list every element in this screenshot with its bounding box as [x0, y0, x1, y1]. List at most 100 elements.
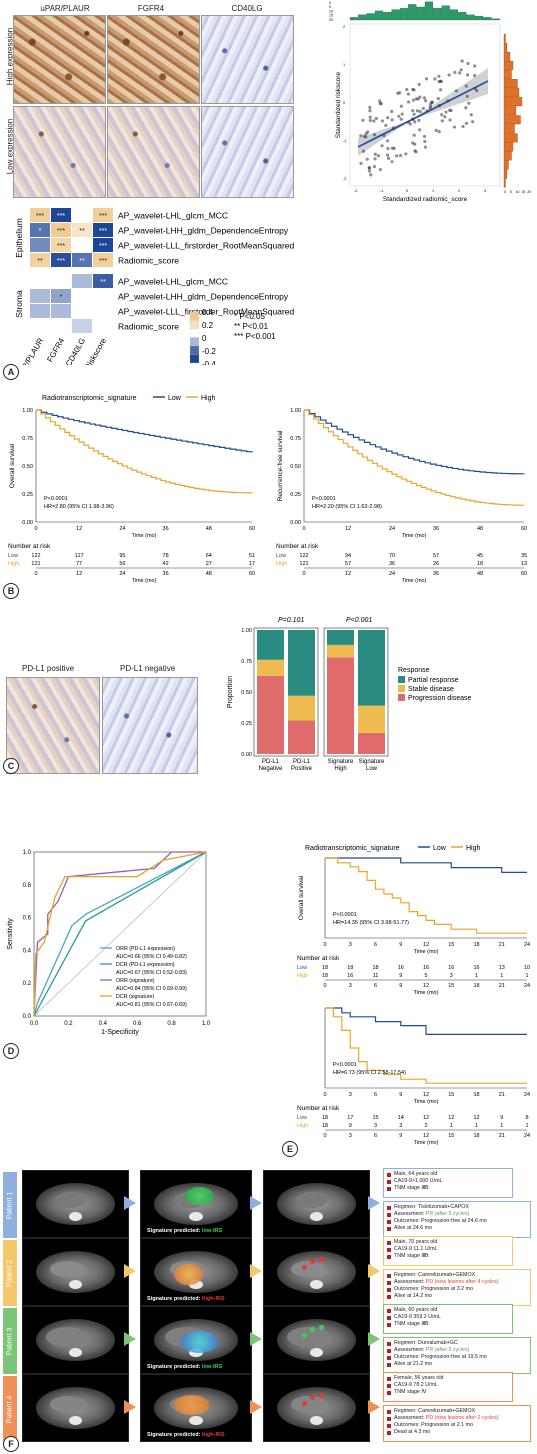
scatter-point: [368, 115, 372, 119]
risk-low-value: 57: [433, 553, 439, 559]
x-tick: 24: [119, 526, 125, 532]
patient-tab: Patient 3: [3, 1308, 17, 1374]
y-tick: 1.00: [22, 408, 33, 414]
risk-low-value: 18: [372, 965, 378, 971]
risk-x-tick: 3: [349, 1133, 352, 1139]
patient-tab: Patient 2: [3, 1240, 17, 1306]
x-tick: 24: [524, 942, 530, 948]
x-tick: 12: [423, 1092, 429, 1098]
bar-progression: [288, 720, 315, 754]
risk-high-value: 3: [450, 973, 453, 979]
bullet-icon: [387, 1205, 391, 1210]
signature-prediction: Signature predicted: low-IRS: [147, 1228, 223, 1234]
scatter-point: [386, 116, 390, 120]
right-hist-bar: [503, 70, 512, 79]
heatmap-col-label: Riskscore: [83, 336, 109, 365]
risk-title: Number at risk: [297, 955, 340, 962]
top-hist-bar: [466, 14, 475, 21]
right-hist-bar: [503, 160, 509, 170]
x-tick: 9: [399, 942, 402, 948]
y-tick: 0.00: [241, 752, 252, 758]
heatmap-sig: ***: [99, 228, 107, 235]
scatter-point: [437, 130, 441, 134]
risk-low-value: 12: [473, 1115, 479, 1121]
scatter-point: [413, 120, 417, 124]
heatmap-cell: [72, 304, 92, 318]
bullet-icon: [387, 1179, 391, 1184]
risk-x-tick: 12: [76, 571, 82, 577]
bullet-icon: [387, 1430, 391, 1435]
x-tick: 0.2: [64, 1021, 73, 1027]
heatmap-group-label: Stroma: [14, 290, 24, 318]
treatment-info-line: Regimen: Camrelizumab+GEMOX: [394, 1408, 476, 1414]
scatter-point: [412, 133, 416, 137]
x-axis-label: Time (mo): [414, 1099, 439, 1105]
right-hist-bar: [503, 61, 514, 70]
risk-row-low: Low: [297, 1115, 307, 1121]
risk-title: Number at risk: [297, 1105, 340, 1112]
heatmap-row-label: AP_wavelet-LHH_gldm_DependenceEntropy: [118, 226, 289, 236]
scatter-point: [437, 103, 442, 108]
arrow-icon: [124, 1264, 136, 1278]
p-value-1: P=0.101: [278, 617, 304, 624]
scatter-point: [467, 101, 471, 105]
stat-p: P<0.0001: [312, 496, 336, 502]
arrow-icon: [250, 1264, 262, 1278]
risk-row-low: Low: [8, 553, 18, 559]
ihc-col-title: CD40LG: [231, 4, 263, 13]
ihc-image-cd40lg-high: [201, 15, 294, 104]
scatter-point: [390, 118, 394, 122]
arrow-icon: [368, 1264, 380, 1278]
y-tick: 0.4: [23, 948, 32, 954]
scatter-point: [384, 123, 388, 128]
heatmap-sig: **: [37, 258, 43, 265]
bullet-icon: [387, 1322, 391, 1327]
stat-hr: HR=6.73 (95% CI 2.58-17.54): [333, 1070, 406, 1076]
top-hist-bar: [449, 9, 459, 21]
roc-legend-auc: AUC=0.67 (95% CI 0.52-0.83): [116, 970, 187, 976]
y-tick: 0.25: [241, 721, 252, 727]
scatter-point: [446, 99, 450, 103]
risk-row-high: High: [297, 973, 308, 979]
treatment-info-box: Regimen: Camrelizumab+GEMOX Assessment: P…: [383, 1269, 531, 1306]
tumor-segmentation: [174, 1264, 203, 1286]
patient-tab: Patient 4: [3, 1376, 17, 1442]
right-hist-bar: [503, 142, 514, 152]
risk-low-value: 35: [521, 553, 527, 559]
x-tick: 24: [524, 1092, 530, 1098]
scatter-point: [425, 109, 429, 113]
scatter-point: [440, 119, 444, 123]
risk-x-tick: 15: [448, 983, 454, 989]
heatmap-row-label: AP_wavelet-LHL_glcm_MCC: [118, 277, 228, 287]
ct-followup-image: [263, 1170, 370, 1238]
risk-low-value: 8: [525, 1115, 528, 1121]
bullet-icon: [387, 1341, 391, 1346]
risk-x-tick: 48: [477, 571, 483, 577]
scatter-point: [422, 96, 427, 100]
legend-item: Progression disease: [408, 695, 472, 702]
ihc-col-title: FGFR4: [137, 4, 165, 13]
risk-row-high: High: [297, 1123, 308, 1129]
scatter-point: [359, 134, 363, 138]
legend-low: Low: [433, 845, 447, 852]
x-tick: 0.8: [167, 1021, 176, 1027]
bullet-icon: [387, 1226, 391, 1231]
correlation-heatmap: *** *** *** AP_wavelet-LHL_glcm_MCC* *** ** **…: [13, 208, 295, 365]
heatmap-col-label: FGFR4: [45, 336, 66, 364]
top-hist-bar: [366, 13, 375, 21]
scatter-point: [380, 119, 384, 123]
scatter-point: [436, 97, 440, 101]
risk-low-value: 16: [423, 965, 429, 971]
scatter-point: [368, 118, 372, 123]
y-axis-label: Recurrence-free survival: [277, 430, 284, 501]
treatment-info-line: Alive at 14.2 mo: [394, 1293, 432, 1299]
heatmap-cell: [51, 253, 71, 267]
scatter-point: [376, 154, 381, 158]
patient-info-line: Female, 56 years old: [394, 1375, 444, 1381]
x-tick: 0.6: [133, 1021, 142, 1027]
top-hist-bar: [441, 5, 450, 21]
patient-tab-label: Patient 2: [6, 1259, 14, 1287]
km-low-curve: [304, 409, 525, 475]
scatter-point: [372, 119, 376, 123]
risk-high-value: 3: [399, 1123, 402, 1129]
